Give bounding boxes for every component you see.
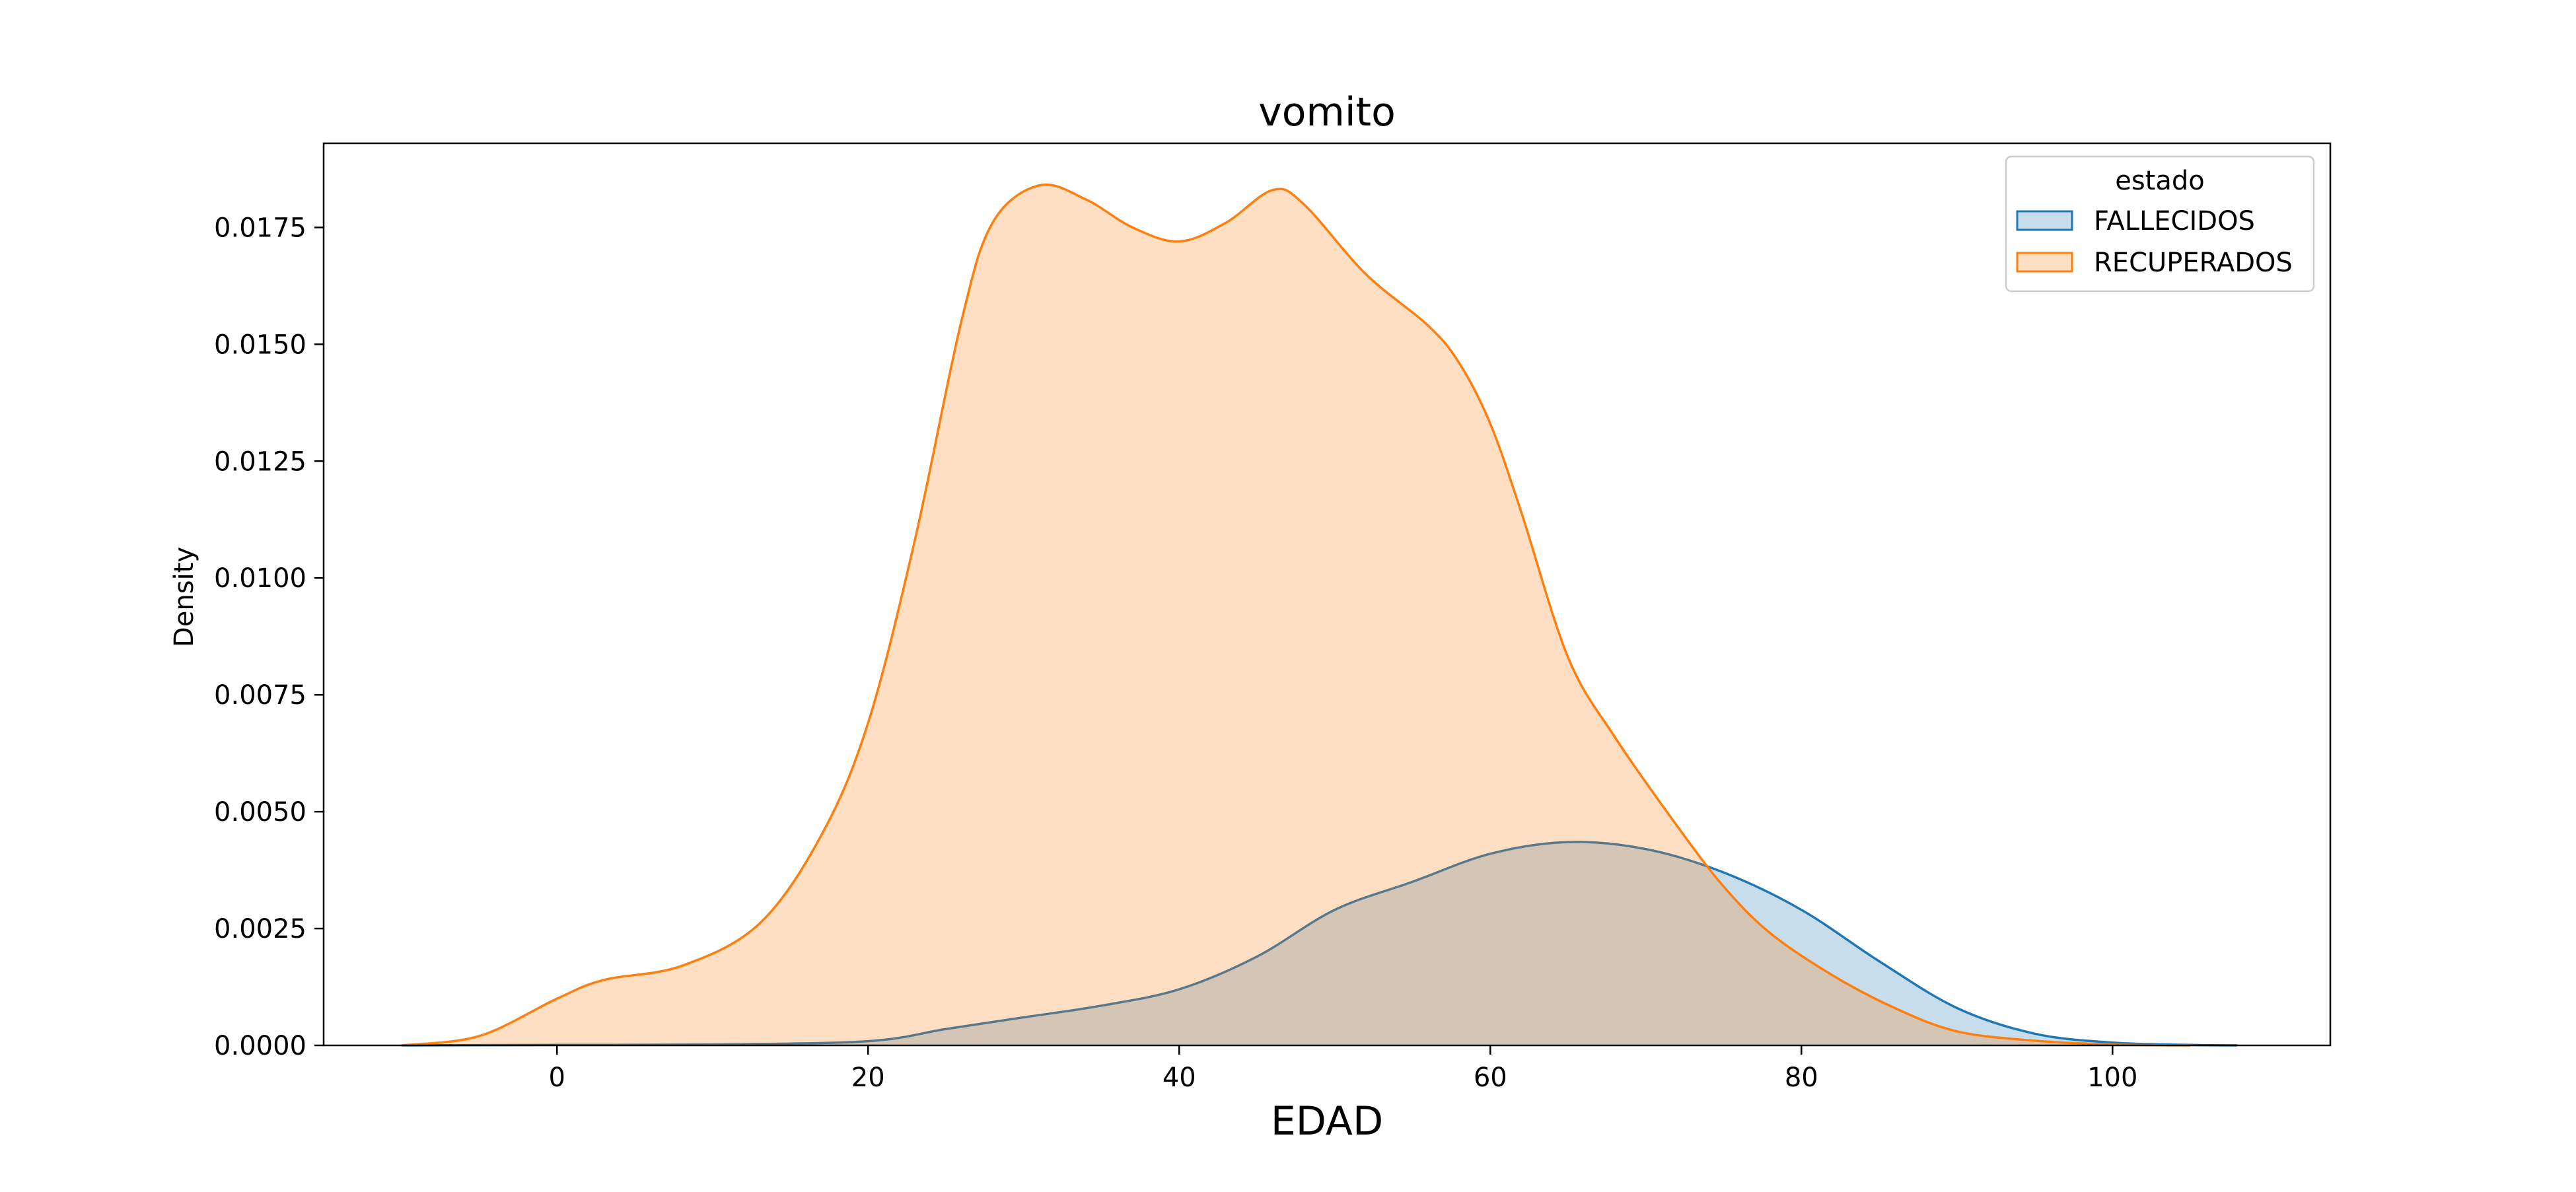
chart-title: vomito	[1258, 89, 1396, 135]
y-tick-label: 0.0125	[214, 446, 306, 477]
density-line-recuperados	[401, 183, 2191, 1047]
areas-layer	[401, 183, 2237, 1047]
x-tick-label: 20	[851, 1063, 885, 1093]
x-tick-label: 40	[1163, 1063, 1196, 1093]
y-tick-label: 0.0050	[214, 797, 306, 827]
density-line-fallecidos	[401, 841, 2237, 1047]
y-tick-label: 0.0175	[214, 213, 306, 243]
x-axis: 0 20 40 60 80 100	[549, 1045, 2137, 1093]
y-tick-label: 0.0075	[214, 680, 306, 711]
area-fill-recuperados	[401, 184, 2191, 1045]
legend-title: estado	[2115, 166, 2205, 196]
legend-swatch-fallecidos	[2016, 210, 2073, 231]
y-tick-label: 0.0100	[214, 563, 306, 594]
y-tick-label: 0.0025	[214, 914, 306, 944]
x-tick-label: 100	[2087, 1063, 2137, 1093]
x-tick-label: 60	[1474, 1063, 1507, 1093]
x-tick-label: 80	[1785, 1063, 1818, 1093]
y-tick-label: 0.0000	[214, 1031, 306, 1061]
legend: estado FALLECIDOS RECUPERADOS	[2005, 155, 2315, 293]
plot-frame	[322, 142, 2332, 1047]
x-axis-label: EDAD	[1271, 1098, 1383, 1144]
legend-label-recuperados: RECUPERADOS	[2094, 248, 2293, 278]
legend-box	[2005, 155, 2315, 293]
legend-swatch-recuperados	[2016, 252, 2073, 273]
y-axis-label: Density	[169, 547, 199, 647]
y-tick-label: 0.0150	[214, 330, 306, 360]
x-tick-label: 0	[549, 1063, 565, 1093]
area-fill-fallecidos	[401, 841, 2237, 1045]
legend-label-fallecidos: FALLECIDOS	[2094, 206, 2255, 236]
legend-entries: FALLECIDOS RECUPERADOS	[2016, 206, 2293, 278]
y-axis: 0.0000 0.0025 0.0050 0.0075 0.0100 0.0125 0.01…	[214, 213, 324, 1061]
